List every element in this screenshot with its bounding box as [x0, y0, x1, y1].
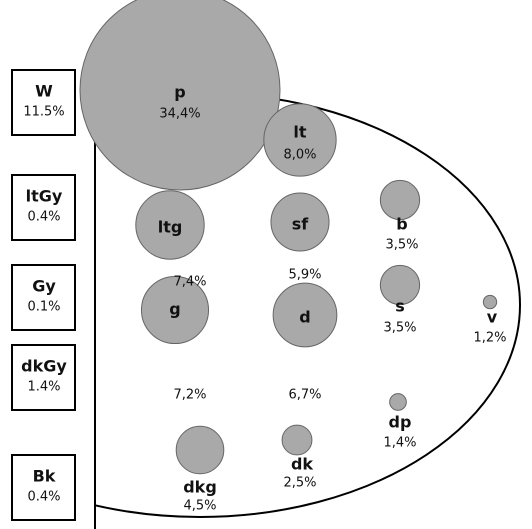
bubble-label: dkg [183, 478, 217, 497]
tone-bubble [389, 393, 407, 411]
tone-bubble [281, 424, 313, 456]
tone-bubble [379, 179, 421, 221]
bubble-value: 7,2% [173, 388, 206, 403]
tone-box [11, 454, 76, 521]
tone-ellipse [96, 92, 521, 518]
box-label: Gy [32, 277, 56, 296]
bubble-label: ltg [158, 218, 183, 237]
bubble-label: b [396, 215, 407, 234]
bubble-label: sf [292, 215, 310, 234]
tone-bubble [263, 103, 337, 177]
tone-bubble [79, 0, 281, 191]
bubble-value: 1,4% [383, 436, 416, 451]
box-label: Bk [33, 467, 56, 486]
bubble-value: 6,7% [288, 388, 321, 403]
bubble-label: v [487, 308, 498, 327]
bubble-value: 1,2% [473, 331, 506, 346]
tone-bubble [272, 282, 338, 348]
box-value: 0.1% [27, 300, 60, 315]
box-label: dkGy [21, 357, 67, 376]
bubble-label: s [395, 297, 405, 316]
bubble-value: 8,0% [283, 148, 316, 163]
bubble-value: 3,5% [385, 238, 418, 253]
bubble-value: 2,5% [283, 476, 316, 491]
tone-bubble [175, 425, 225, 475]
tone-bubble [379, 264, 421, 306]
tone-bubble [482, 294, 498, 310]
bubble-value: 7,4% [173, 275, 206, 290]
tone-box [11, 174, 76, 241]
bubble-label: g [169, 300, 180, 319]
bubble-value: 4,5% [183, 499, 216, 514]
tone-bubble [270, 192, 330, 252]
tone-box [11, 344, 76, 411]
box-value: 11.5% [23, 105, 64, 120]
bubble-label: p [174, 83, 185, 102]
box-value: 0.4% [27, 490, 60, 505]
bubble-label: d [299, 308, 310, 327]
box-value: 1.4% [27, 380, 60, 395]
tone-box [11, 69, 76, 136]
bubble-label: dp [389, 413, 412, 432]
box-value: 0.4% [27, 210, 60, 225]
box-label: W [35, 82, 53, 101]
bubble-value: 34,4% [159, 107, 200, 122]
tone-bubble [135, 190, 205, 260]
bubble-label: lt [293, 123, 306, 142]
bubble-value: 3,5% [383, 321, 416, 336]
tone-bubble [140, 275, 210, 345]
tone-box [11, 264, 76, 331]
bubble-label: dk [291, 455, 313, 474]
bubble-value: 5,9% [288, 268, 321, 283]
box-label: ltGy [26, 187, 63, 206]
